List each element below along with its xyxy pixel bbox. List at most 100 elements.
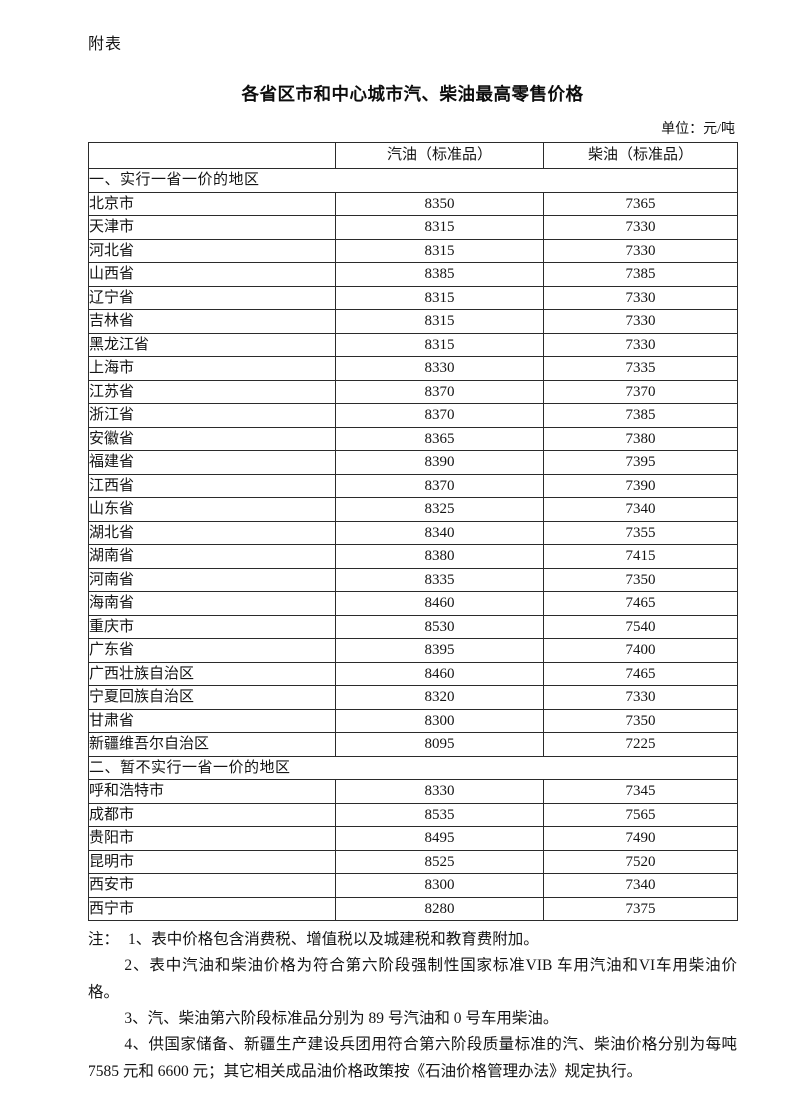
diesel-price-cell: 7330	[543, 332, 738, 357]
diesel-price-cell: 7340	[543, 873, 738, 898]
table-row: 上海市 8330 7335	[88, 356, 738, 381]
region-cell: 吉林省	[88, 309, 336, 334]
table-row: 吉林省 8315 7330	[88, 309, 738, 334]
table-row: 湖北省 8340 7355	[88, 520, 738, 545]
table-row: 江苏省 8370 7370	[88, 379, 738, 404]
gasoline-price-cell: 8340	[335, 520, 544, 545]
gasoline-price-cell: 8535	[335, 802, 544, 827]
region-cell: 上海市	[88, 356, 336, 381]
diesel-price-cell: 7340	[543, 497, 738, 522]
region-column-header	[88, 142, 336, 169]
document-page: 附表 各省区市和中心城市汽、柴油最高零售价格 单位：元/吨 汽油（标准品） 柴油…	[88, 30, 738, 1085]
region-cell: 广东省	[88, 638, 336, 663]
region-cell: 重庆市	[88, 614, 336, 639]
region-cell: 昆明市	[88, 849, 336, 874]
gasoline-price-cell: 8335	[335, 567, 544, 592]
page-title: 各省区市和中心城市汽、柴油最高零售价格	[241, 84, 584, 104]
note-text-1: 1、表中价格包含消费税、增值税以及城建税和教育费附加。	[128, 931, 539, 948]
region-cell: 河北省	[88, 238, 336, 263]
diesel-price-cell: 7355	[543, 520, 738, 545]
diesel-price-cell: 7390	[543, 473, 738, 498]
table-row: 天津市 8315 7330	[88, 215, 738, 240]
region-cell: 安徽省	[88, 426, 336, 451]
section-heading-row: 一、实行一省一价的地区	[88, 168, 738, 193]
table-row: 昆明市 8525 7520	[88, 849, 738, 874]
gasoline-price-cell: 8370	[335, 403, 544, 428]
gasoline-price-cell: 8370	[335, 473, 544, 498]
table-row: 贵阳市 8495 7490	[88, 826, 738, 851]
diesel-price-cell: 7350	[543, 708, 738, 733]
diesel-price-cell: 7350	[543, 567, 738, 592]
table-row: 安徽省 8365 7380	[88, 426, 738, 451]
gasoline-price-cell: 8315	[335, 309, 544, 334]
section-heading: 一、实行一省一价的地区	[88, 168, 738, 193]
gasoline-price-cell: 8095	[335, 732, 544, 757]
table-header-row: 汽油（标准品） 柴油（标准品）	[88, 142, 738, 169]
gasoline-price-cell: 8300	[335, 708, 544, 733]
table-row: 宁夏回族自治区 8320 7330	[88, 685, 738, 710]
diesel-price-cell: 7375	[543, 896, 738, 921]
gasoline-price-cell: 8315	[335, 238, 544, 263]
table-row: 山西省 8385 7385	[88, 262, 738, 287]
table-row: 河南省 8335 7350	[88, 567, 738, 592]
section-heading: 二、暂不实行一省一价的地区	[88, 755, 738, 780]
diesel-price-cell: 7490	[543, 826, 738, 851]
region-cell: 北京市	[88, 191, 336, 216]
diesel-price-cell: 7330	[543, 215, 738, 240]
diesel-price-cell: 7380	[543, 426, 738, 451]
table-row: 甘肃省 8300 7350	[88, 708, 738, 733]
table-row: 北京市 8350 7365	[88, 191, 738, 216]
region-cell: 甘肃省	[88, 708, 336, 733]
diesel-price-cell: 7335	[543, 356, 738, 381]
region-cell: 江西省	[88, 473, 336, 498]
table-row: 海南省 8460 7465	[88, 591, 738, 616]
diesel-price-cell: 7365	[543, 191, 738, 216]
diesel-price-cell: 7330	[543, 285, 738, 310]
region-cell: 浙江省	[88, 403, 336, 428]
appendix-label: 附表	[88, 36, 123, 53]
table-row: 山东省 8325 7340	[88, 497, 738, 522]
note-item: 2、表中汽油和柴油价格为符合第六阶段强制性国家标准VIB 车用汽油和VI车用柴油…	[88, 957, 737, 1001]
table-row: 江西省 8370 7390	[88, 473, 738, 498]
region-cell: 新疆维吾尔自治区	[88, 732, 336, 757]
region-cell: 西宁市	[88, 896, 336, 921]
price-table: 汽油（标准品） 柴油（标准品） 一、实行一省一价的地区 北京市 8350 7365 天津…	[88, 142, 738, 921]
gasoline-price-cell: 8300	[335, 873, 544, 898]
diesel-price-cell: 7330	[543, 238, 738, 263]
notes-label: 注：	[88, 931, 120, 948]
diesel-price-cell: 7565	[543, 802, 738, 827]
gasoline-price-cell: 8315	[335, 285, 544, 310]
diesel-price-cell: 7465	[543, 661, 738, 686]
diesel-price-cell: 7370	[543, 379, 738, 404]
diesel-price-cell: 7385	[543, 403, 738, 428]
region-cell: 宁夏回族自治区	[88, 685, 336, 710]
table-row: 成都市 8535 7565	[88, 802, 738, 827]
gasoline-price-cell: 8370	[335, 379, 544, 404]
diesel-column-header: 柴油（标准品）	[543, 142, 738, 169]
gasoline-price-cell: 8330	[335, 779, 544, 804]
diesel-price-cell: 7415	[543, 544, 738, 569]
gasoline-price-cell: 8495	[335, 826, 544, 851]
diesel-price-cell: 7520	[543, 849, 738, 874]
region-cell: 海南省	[88, 591, 336, 616]
diesel-price-cell: 7465	[543, 591, 738, 616]
gasoline-price-cell: 8325	[335, 497, 544, 522]
diesel-price-cell: 7330	[543, 685, 738, 710]
gasoline-price-cell: 8315	[335, 332, 544, 357]
section-heading-row: 二、暂不实行一省一价的地区	[88, 755, 738, 780]
gasoline-price-cell: 8350	[335, 191, 544, 216]
note-item: 3、汽、柴油第六阶段标准品分别为 89 号汽油和 0 号车用柴油。	[124, 1010, 559, 1028]
region-cell: 湖南省	[88, 544, 336, 569]
diesel-price-cell: 7395	[543, 450, 738, 475]
gasoline-price-cell: 8395	[335, 638, 544, 663]
region-cell: 西安市	[88, 873, 336, 898]
table-row: 西宁市 8280 7375	[88, 896, 738, 921]
table-row: 重庆市 8530 7540	[88, 614, 738, 639]
notes-section: 注： 1、表中价格包含消费税、增值税以及城建税和教育费附加。 2、表中汽油和柴油价…	[88, 927, 737, 1085]
region-cell: 河南省	[88, 567, 336, 592]
table-row: 湖南省 8380 7415	[88, 544, 738, 569]
table-row: 浙江省 8370 7385	[88, 403, 738, 428]
table-row: 黑龙江省 8315 7330	[88, 332, 738, 357]
region-cell: 呼和浩特市	[88, 779, 336, 804]
table-row: 广西壮族自治区 8460 7465	[88, 661, 738, 686]
